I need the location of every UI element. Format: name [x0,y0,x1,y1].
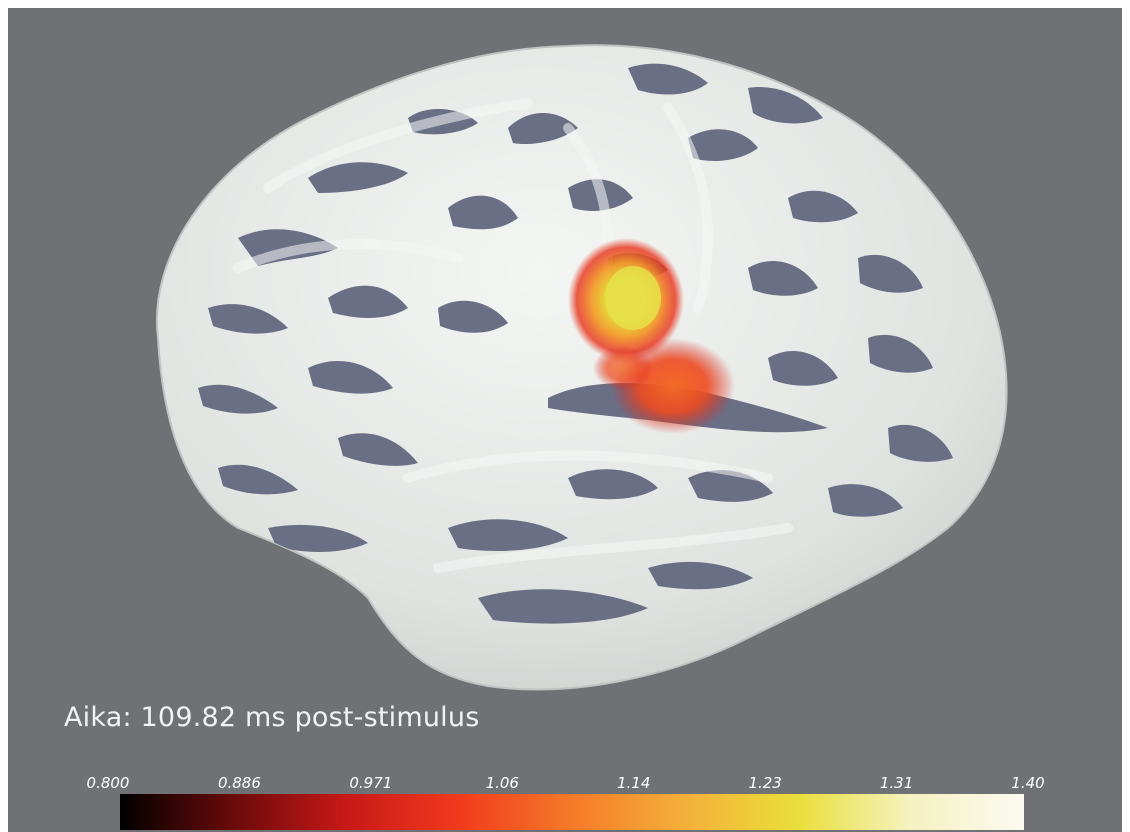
colorbar-tick-labels: 0.800 0.886 0.971 1.06 1.14 1.23 1.31 1.40 [86,774,1048,796]
colorbar-tick-label: 1.06 [485,774,519,792]
activation-overlay [568,238,735,434]
colorbar-tick-label: 1.14 [617,774,651,792]
cortex-render [155,44,1008,691]
colorbar-tick-label: 0.886 [217,774,261,792]
colorbar-gradient [120,794,1024,830]
colorbar-tick-label: 1.23 [748,774,782,792]
colorbar [120,794,1024,830]
gyri-highlights [233,98,793,573]
colorbar-tick-label: 1.31 [879,774,914,792]
brain-viewer: Aika: 109.82 ms post-stimulus 0.800 0.886… [8,8,1122,832]
colorbar-tick-label: 0.800 [86,774,130,792]
colorbar-tick-label: 1.40 [1011,774,1045,792]
time-caption: Aika: 109.82 ms post-stimulus [64,702,480,733]
colorbar-tick-label: 0.971 [349,774,393,792]
